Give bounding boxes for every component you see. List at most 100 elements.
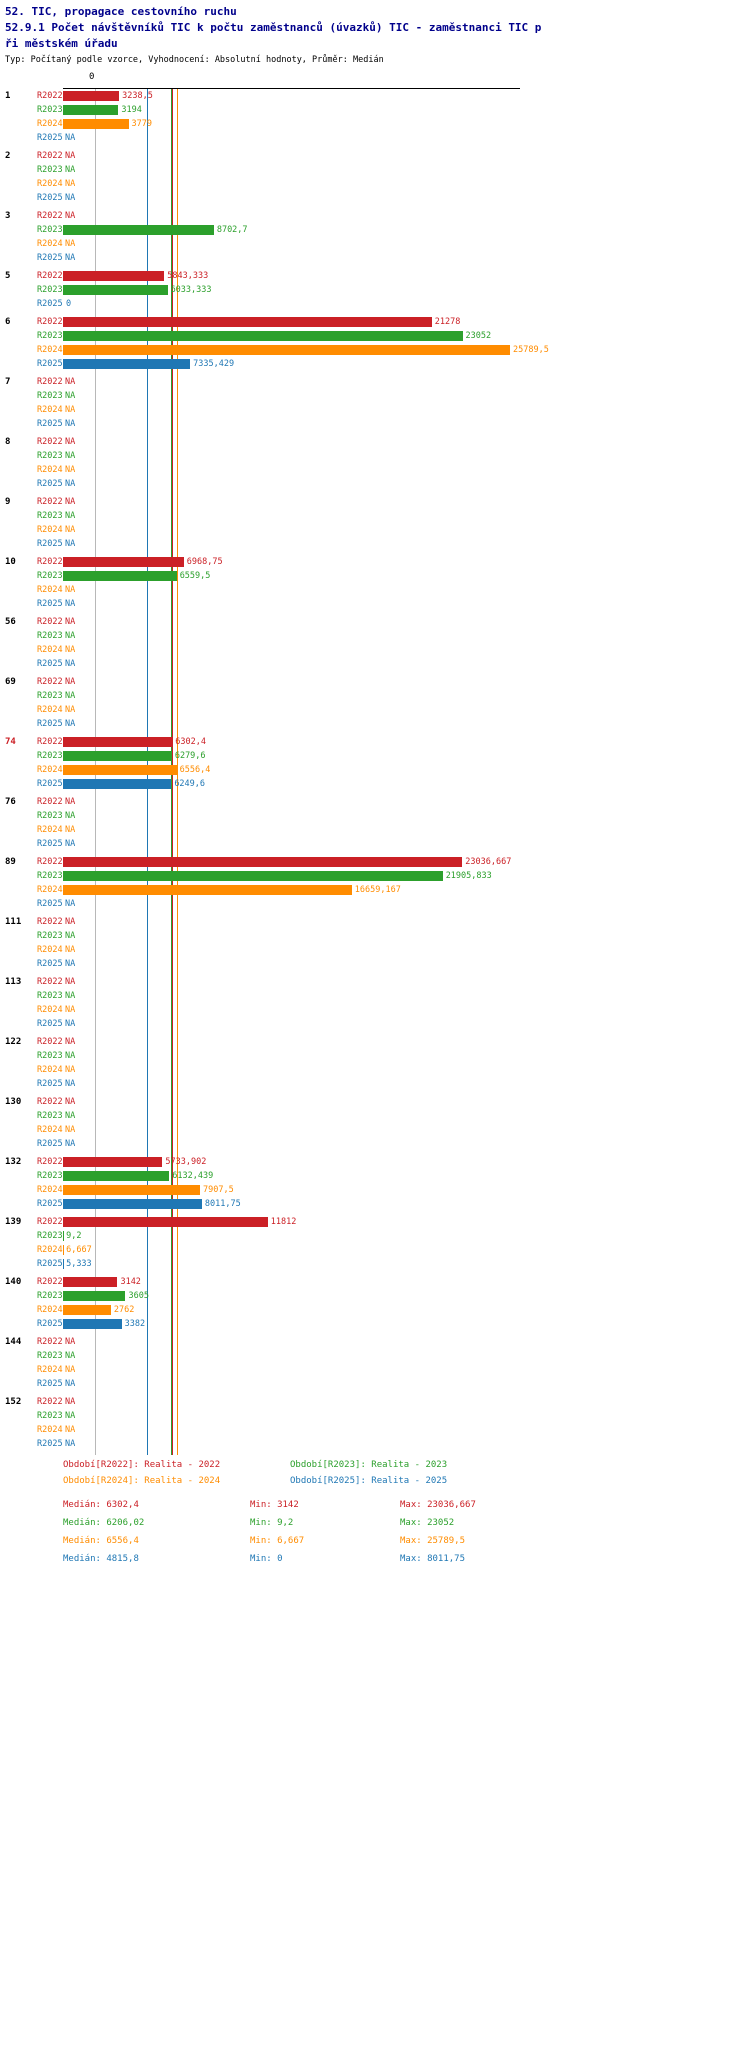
bar-row: 132 R2022 5733,902 — [0, 1155, 750, 1169]
group-label: 5 — [5, 271, 11, 281]
series-label: R2025 — [37, 193, 63, 203]
series-label: R2024 — [37, 1365, 63, 1375]
series-label: R2022 — [37, 1097, 63, 1107]
series-label: R2022 — [37, 151, 63, 161]
legend-item-r2022: Období[R2022]: Realita - 2022 — [63, 1460, 221, 1470]
value-label: 8702,7 — [216, 225, 248, 235]
bar-area: NA — [63, 597, 750, 611]
series-label: R2025 — [37, 959, 63, 969]
bar-row: R2023 NA — [0, 989, 750, 1003]
bar-row: R2025 5,333 — [0, 1257, 750, 1271]
series-label: R2025 — [37, 359, 63, 369]
series-label: R2024 — [37, 765, 63, 775]
series-label: R2024 — [37, 1305, 63, 1315]
value-label: 3605 — [128, 1291, 149, 1301]
bar-group: 56 R2022 NA R2023 NA R2024 NA R2025 NA — [0, 615, 750, 671]
value-label: NA — [65, 1125, 76, 1135]
group-label: 140 — [5, 1277, 22, 1287]
bar — [63, 871, 443, 881]
bar-row: R2024 16659,167 — [0, 883, 750, 897]
value-label: 6302,4 — [175, 737, 206, 747]
bar-area: NA — [63, 191, 750, 205]
series-label: R2024 — [37, 585, 63, 595]
bar-area: NA — [63, 823, 750, 837]
series-label: R2025 — [37, 779, 63, 789]
value-label: NA — [65, 151, 76, 161]
bar-area: NA — [63, 809, 750, 823]
bar — [63, 317, 432, 327]
value-label: NA — [65, 719, 76, 729]
bar-row: R2025 NA — [0, 1437, 750, 1451]
series-label: R2025 — [37, 1439, 63, 1449]
value-label: NA — [65, 617, 76, 627]
series-label: R2025 — [37, 1019, 63, 1029]
legend-item-r2025: Období[R2025]: Realita - 2025 — [290, 1476, 448, 1486]
value-label: NA — [65, 1397, 76, 1407]
series-label: R2025 — [37, 253, 63, 263]
bar-row: R2023 21905,833 — [0, 869, 750, 883]
value-label: 6249,6 — [174, 779, 206, 789]
bar-row: 140 R2022 3142 — [0, 1275, 750, 1289]
series-label: R2023 — [37, 105, 63, 115]
bar-area: NA — [63, 463, 750, 477]
value-label: 3382 — [124, 1319, 146, 1329]
bar-area: 3142 — [63, 1275, 750, 1289]
value-label: NA — [65, 945, 76, 955]
bar-area: NA — [63, 477, 750, 491]
series-label: R2025 — [37, 659, 63, 669]
value-label: NA — [65, 991, 76, 1001]
value-label: NA — [65, 1411, 76, 1421]
value-label: 6033,333 — [170, 285, 212, 295]
value-label: 6,667 — [66, 1245, 92, 1255]
value-label: NA — [65, 419, 76, 429]
series-label: R2022 — [37, 271, 63, 281]
bar-group: 6 R2022 21278 R2023 23052 R2024 25789,5 R2025 73… — [0, 315, 750, 371]
series-label: R2024 — [37, 465, 63, 475]
group-label: 144 — [5, 1337, 22, 1347]
bar-row: R2024 NA — [0, 1123, 750, 1137]
series-label: R2025 — [37, 839, 63, 849]
value-label: NA — [65, 539, 76, 549]
series-label: R2025 — [37, 1319, 63, 1329]
value-label: 3238,5 — [122, 91, 153, 101]
value-label: NA — [65, 525, 76, 535]
stat-min-r2022: Min: 3142 — [250, 1500, 299, 1510]
series-label: R2023 — [37, 631, 63, 641]
value-label: 0 — [66, 299, 72, 309]
bar-group: 140 R2022 3142 R2023 3605 R2024 2762 R2025 3382 — [0, 1275, 750, 1331]
bar-group: 130 R2022 NA R2023 NA R2024 NA R2025 NA — [0, 1095, 750, 1151]
bar-area: NA — [63, 1123, 750, 1137]
series-label: R2024 — [37, 945, 63, 955]
bar-area: NA — [63, 943, 750, 957]
bar-area: 7335,429 — [63, 357, 750, 371]
series-label: R2022 — [37, 1157, 63, 1167]
bar-row: R2023 6132,439 — [0, 1169, 750, 1183]
value-label: NA — [65, 1065, 76, 1075]
series-label: R2025 — [37, 1079, 63, 1089]
bar-area: 6,667 — [63, 1243, 750, 1257]
bar-area: NA — [63, 989, 750, 1003]
bar-row: R2023 NA — [0, 689, 750, 703]
value-label: 5733,902 — [165, 1157, 207, 1167]
bar-area: 23036,667 — [63, 855, 750, 869]
bar-area: NA — [63, 1077, 750, 1091]
group-label: 3 — [5, 211, 11, 221]
bar-area: NA — [63, 1395, 750, 1409]
value-label: NA — [65, 677, 76, 687]
median-line-r2024 — [176, 88, 178, 1455]
series-label: R2023 — [37, 391, 63, 401]
bar-area: 6033,333 — [63, 283, 750, 297]
bar-area: NA — [63, 1003, 750, 1017]
bar-row: 1 R2022 3238,5 — [0, 89, 750, 103]
series-label: R2023 — [37, 1411, 63, 1421]
value-label: NA — [65, 839, 76, 849]
bar-row: R2024 NA — [0, 1363, 750, 1377]
bar-row: R2024 NA — [0, 1003, 750, 1017]
bar-row: R2023 3605 — [0, 1289, 750, 1303]
bar-row: R2025 NA — [0, 537, 750, 551]
bar-row: R2023 NA — [0, 163, 750, 177]
bar — [63, 91, 120, 101]
value-label: 6559,5 — [179, 571, 211, 581]
series-label: R2025 — [37, 899, 63, 909]
bar-area: NA — [63, 131, 750, 145]
